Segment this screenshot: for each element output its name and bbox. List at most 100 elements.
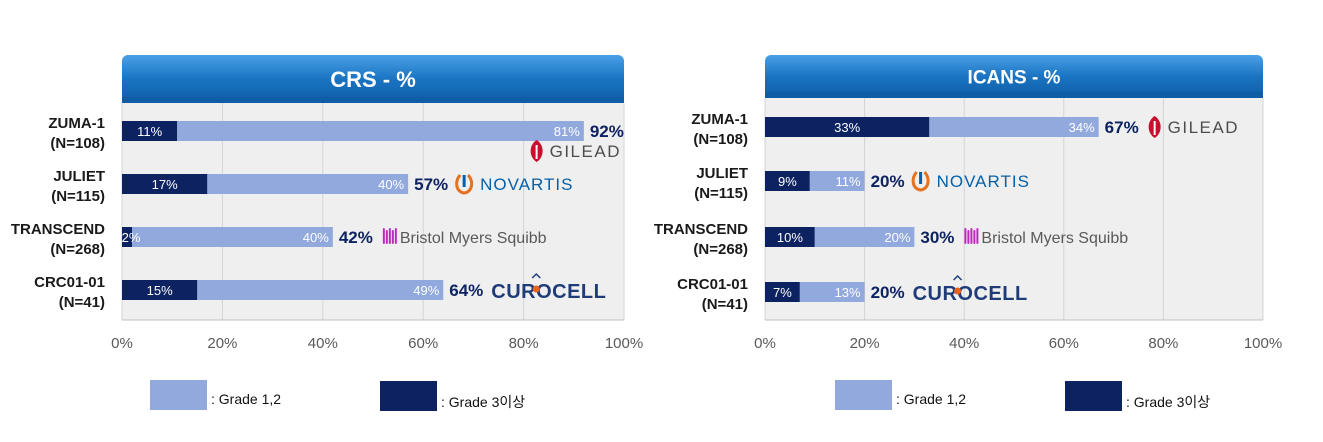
data-label-grade12: 11% [836, 174, 861, 189]
bar-grade12 [177, 121, 584, 141]
curocell-dot-icon [954, 287, 962, 295]
bar-grade3 [765, 117, 930, 137]
x-tick-label: 0% [111, 335, 133, 352]
total-label: 67% [1105, 118, 1139, 137]
category-label: JULIET [53, 168, 105, 185]
category-sublabel: (N=115) [51, 188, 105, 205]
bar-grade12 [207, 174, 409, 194]
x-tick-label: 80% [509, 335, 539, 352]
novartis-flame-icon [455, 174, 474, 195]
bar-grade3 [765, 282, 800, 302]
data-label-grade12: 49% [413, 283, 439, 298]
x-tick-label: 100% [605, 335, 643, 352]
icans-legend-grade3: : Grade 3이상 [1065, 380, 1210, 412]
data-label-grade3: 2% [122, 230, 141, 245]
data-label-grade12: 13% [835, 285, 861, 300]
x-tick-label: 60% [1049, 335, 1079, 352]
category-label: TRANSCEND [654, 221, 748, 238]
x-tick-label: 20% [207, 335, 237, 352]
bar-grade12 [132, 227, 333, 247]
curocell-sprout-icon [531, 272, 541, 279]
logo-text-gilead: GILEAD [1168, 118, 1239, 137]
curocell-dot-icon [532, 285, 540, 293]
bar-grade12 [929, 117, 1099, 137]
bar-grade3 [765, 171, 810, 191]
crs-legend-grade12: : Grade 1,2 [150, 380, 281, 410]
total-label: 20% [871, 283, 905, 302]
x-tick-label: 40% [949, 335, 979, 352]
x-tick-label: 0% [754, 335, 776, 352]
x-tick-label: 20% [850, 335, 880, 352]
novartis-flame-icon [911, 171, 930, 192]
bar-grade3 [122, 121, 178, 141]
icans-chart: 0% 20% 40% 60% 80% 100% ICANS - % ZUMA-1 (N=108)… [654, 55, 1282, 352]
x-tick-label: 60% [408, 335, 438, 352]
title-band-base [765, 92, 1263, 98]
logo-text-curocell: CUROCELL [491, 281, 606, 303]
logo-text-bms: Bristol Myers Squibb [981, 230, 1128, 247]
bar-grade3 [122, 174, 208, 194]
chart-title: ICANS - % [968, 68, 1061, 89]
bar-grade12 [809, 171, 865, 191]
legend-swatch-grade12 [150, 380, 207, 410]
bar-grade12 [197, 280, 444, 300]
crs-chart: 0% 20% 40% 60% 80% 100% CRS - % ZUMA-1 (N=108) 11… [11, 55, 643, 352]
data-label-grade12: 81% [554, 124, 580, 139]
crs-legend-grade3: : Grade 3이상 [380, 380, 525, 412]
x-tick-label: 40% [308, 335, 338, 352]
total-label: 57% [414, 175, 448, 194]
bar-grade12 [814, 227, 915, 247]
category-label: TRANSCEND [11, 221, 105, 238]
total-label: 42% [339, 228, 373, 247]
bar-grade3 [122, 227, 133, 247]
total-label: 92% [590, 122, 624, 141]
data-label-grade12: 34% [1069, 120, 1095, 135]
legend-swatch-grade3 [1065, 381, 1122, 411]
logo-text-gilead: GILEAD [550, 142, 621, 161]
x-tick-label: 100% [1244, 335, 1282, 352]
logo-text-curocell: CUROCELL [913, 283, 1028, 305]
logo-text-novartis: NOVARTIS [937, 172, 1030, 191]
total-label: 30% [920, 228, 954, 247]
legend-label-grade12: : Grade 1,2 [211, 391, 282, 407]
category-label: JULIET [696, 165, 748, 182]
category-sublabel: (N=268) [50, 241, 105, 258]
total-label: 20% [871, 172, 905, 191]
curocell-sprout-icon [953, 274, 963, 281]
logo-text-bms: Bristol Myers Squibb [400, 230, 547, 247]
legend-swatch-grade12 [835, 380, 892, 410]
data-label-grade12: 40% [303, 230, 329, 245]
data-label-grade12: 40% [378, 177, 404, 192]
title-band [765, 55, 1263, 98]
legend-swatch-grade3 [380, 381, 437, 411]
legend-label-grade12: : Grade 1,2 [896, 391, 967, 407]
data-label-grade3: 15% [147, 283, 173, 298]
category-sublabel: (N=108) [50, 135, 105, 152]
category-sublabel: (N=41) [59, 294, 105, 311]
bar-grade3 [765, 227, 815, 247]
category-label: ZUMA-1 [691, 111, 748, 128]
data-label-grade3: 10% [777, 230, 803, 245]
data-label-grade3: 7% [773, 285, 792, 300]
bar-grade12 [799, 282, 865, 302]
data-label-grade3: 9% [778, 174, 797, 189]
chart-title: CRS - % [330, 67, 416, 92]
data-label-grade3: 17% [152, 177, 178, 192]
title-band [122, 55, 624, 103]
legend-label-grade3: : Grade 3이상 [1126, 394, 1211, 410]
category-sublabel: (N=268) [693, 241, 748, 258]
category-label: CRC01-01 [677, 276, 748, 293]
data-label-grade12: 20% [884, 230, 910, 245]
title-band-base [122, 97, 624, 103]
legend-label-grade3: : Grade 3이상 [441, 394, 526, 410]
x-tick-label: 80% [1148, 335, 1178, 352]
category-label: CRC01-01 [34, 274, 105, 291]
category-sublabel: (N=41) [702, 296, 748, 313]
icans-legend-grade12: : Grade 1,2 [835, 380, 966, 410]
logo-text-novartis: NOVARTIS [480, 175, 573, 194]
category-label: ZUMA-1 [48, 115, 105, 132]
total-label: 64% [449, 281, 483, 300]
bar-grade3 [122, 280, 198, 300]
data-label-grade3: 11% [137, 124, 162, 139]
